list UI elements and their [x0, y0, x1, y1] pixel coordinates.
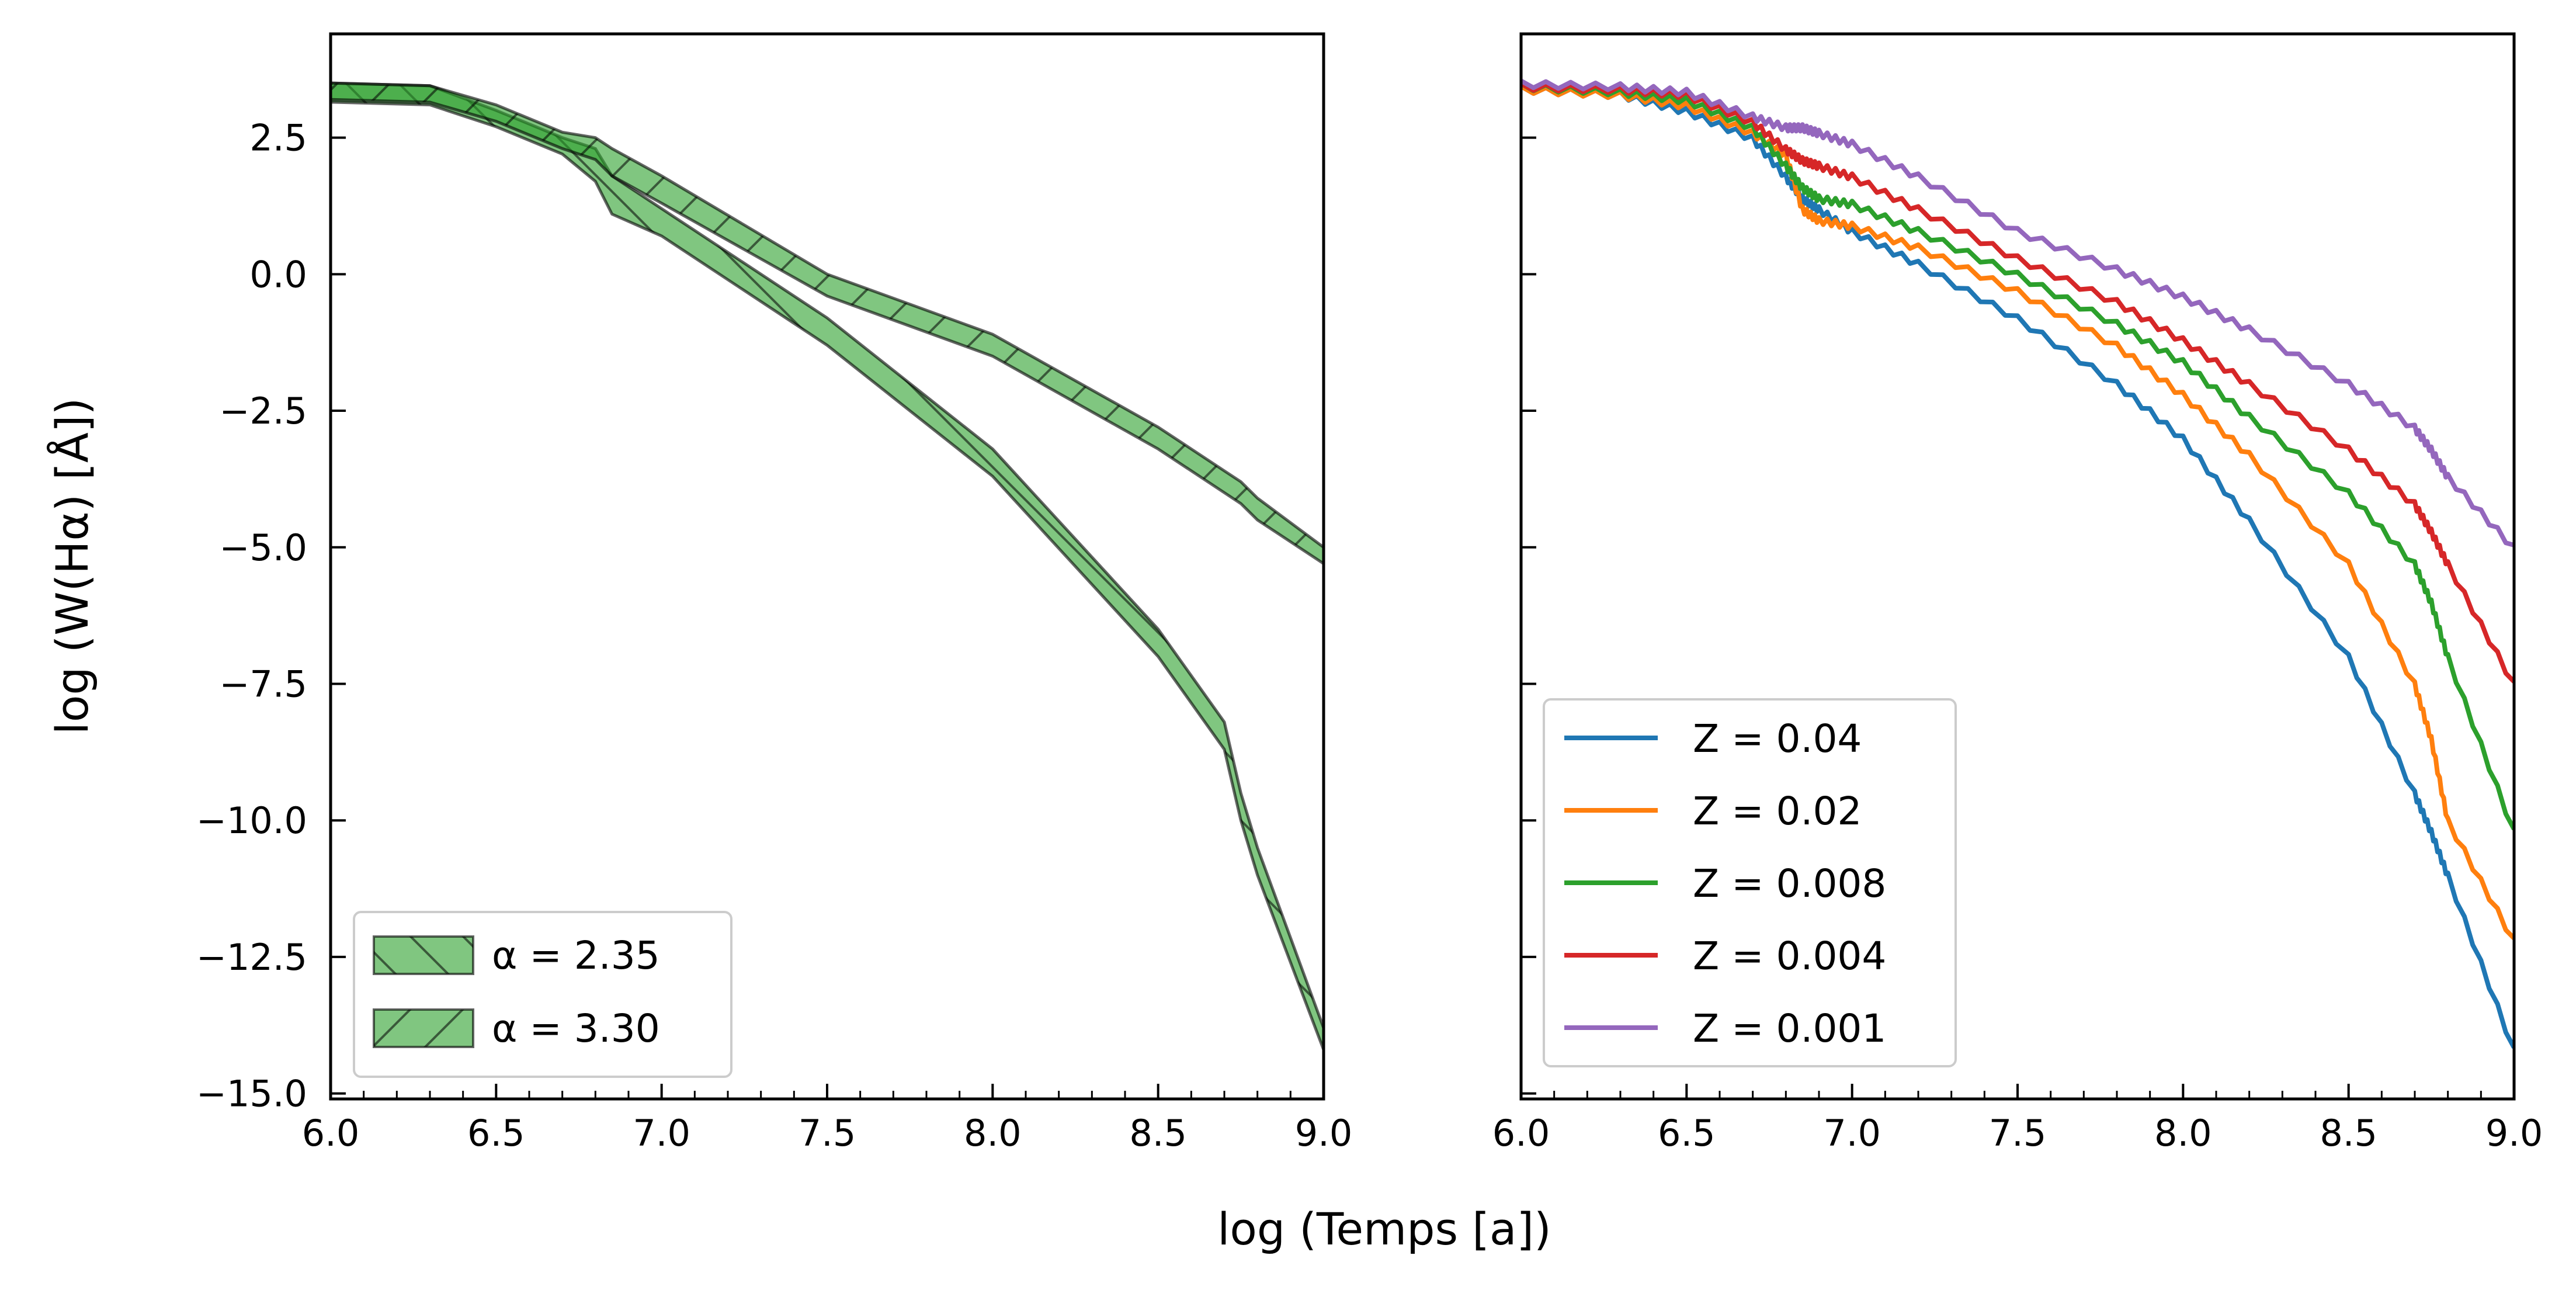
left-xtick-label-0: 6.0 [302, 1112, 360, 1154]
right-legend: Z = 0.04 Z = 0.02 Z = 0.008 Z = 0.004 Z = 0.… [1543, 698, 1957, 1067]
area-hatch-series-0 [331, 83, 1324, 1050]
left-xtick-label-2: 7.0 [633, 1112, 690, 1154]
legend-label-alpha-3-30: α = 3.30 [492, 1006, 660, 1051]
x-axis-title: log (Temps [a]) [1217, 1203, 1551, 1255]
legend-label-alpha-2-35: α = 2.35 [492, 933, 660, 978]
left-ytick-label-4: −7.5 [219, 663, 307, 705]
legend-hatch-slash [374, 1010, 473, 1047]
right-x-axis: 6.0 6.5 7.0 7.5 8.0 8.5 9.0 [1492, 1084, 2543, 1154]
y-axis-title: log (W(Hα) [Å]) [46, 398, 98, 734]
line-series-1 [1521, 84, 2514, 940]
right-xtick-label-5: 8.5 [2320, 1112, 2377, 1154]
left-y-axis: 2.5 0.0 −2.5 −5.0 −7.5 −10.0 −12.5 −15.0 [196, 117, 346, 1115]
left-ytick-label-1: 0.0 [249, 253, 307, 296]
left-xtick-label-5: 8.5 [1129, 1112, 1187, 1154]
left-xtick-label-4: 8.0 [964, 1112, 1022, 1154]
right-xtick-label-1: 6.5 [1658, 1112, 1716, 1154]
left-legend: α = 2.35 α = 3.30 [353, 911, 732, 1078]
left-ytick-label-6: −12.5 [196, 936, 307, 979]
legend-label-series-1: Z = 0.02 [1693, 789, 1862, 834]
right-y-axis [1521, 136, 1536, 1095]
left-panel: 6.0 6.5 7.0 7.5 8.0 8.5 9.0 2.5 0.0 −2.5 −5.0 −7.5… [196, 32, 1353, 1154]
left-ytick-label-3: −5.0 [219, 526, 307, 569]
left-ytick-label-7: −15.0 [196, 1073, 307, 1115]
right-legend-box [1543, 698, 1957, 1067]
right-xtick-label-0: 6.0 [1492, 1112, 1550, 1154]
left-ytick-label-0: 2.5 [249, 117, 307, 159]
right-xtick-label-4: 8.0 [2154, 1112, 2212, 1154]
right-xtick-label-2: 7.0 [1823, 1112, 1881, 1154]
left-ytick-label-2: −2.5 [219, 390, 307, 432]
line-series-2 [1521, 81, 2514, 831]
legend-label-series-2: Z = 0.008 [1693, 861, 1886, 906]
legend-hatch-backslash [374, 937, 473, 974]
left-xtick-label-1: 6.5 [467, 1112, 525, 1154]
left-x-axis: 6.0 6.5 7.0 7.5 8.0 8.5 9.0 [302, 1084, 1353, 1154]
legend-label-series-3: Z = 0.004 [1693, 934, 1886, 979]
line-series-0 [1521, 84, 2514, 1049]
left-xtick-label-3: 7.5 [799, 1112, 856, 1154]
right-line-layer [1521, 78, 2514, 1049]
left-ytick-label-5: −10.0 [196, 799, 307, 842]
area-fill-series-0 [331, 81, 1324, 1050]
right-panel: 6.0 6.5 7.0 7.5 8.0 8.5 9.0 Z = 0.04Z = 0.02Z … [1492, 32, 2543, 1154]
left-area-layer [331, 81, 1324, 1050]
legend-label-series-4: Z = 0.001 [1693, 1006, 1886, 1051]
left-xtick-label-6: 9.0 [1295, 1112, 1353, 1154]
legend-label-series-0: Z = 0.04 [1693, 716, 1862, 761]
right-xtick-label-3: 7.5 [1989, 1112, 2047, 1154]
line-series-4 [1521, 78, 2514, 547]
right-xtick-label-6: 9.0 [2485, 1112, 2543, 1154]
line-series-3 [1521, 81, 2514, 684]
